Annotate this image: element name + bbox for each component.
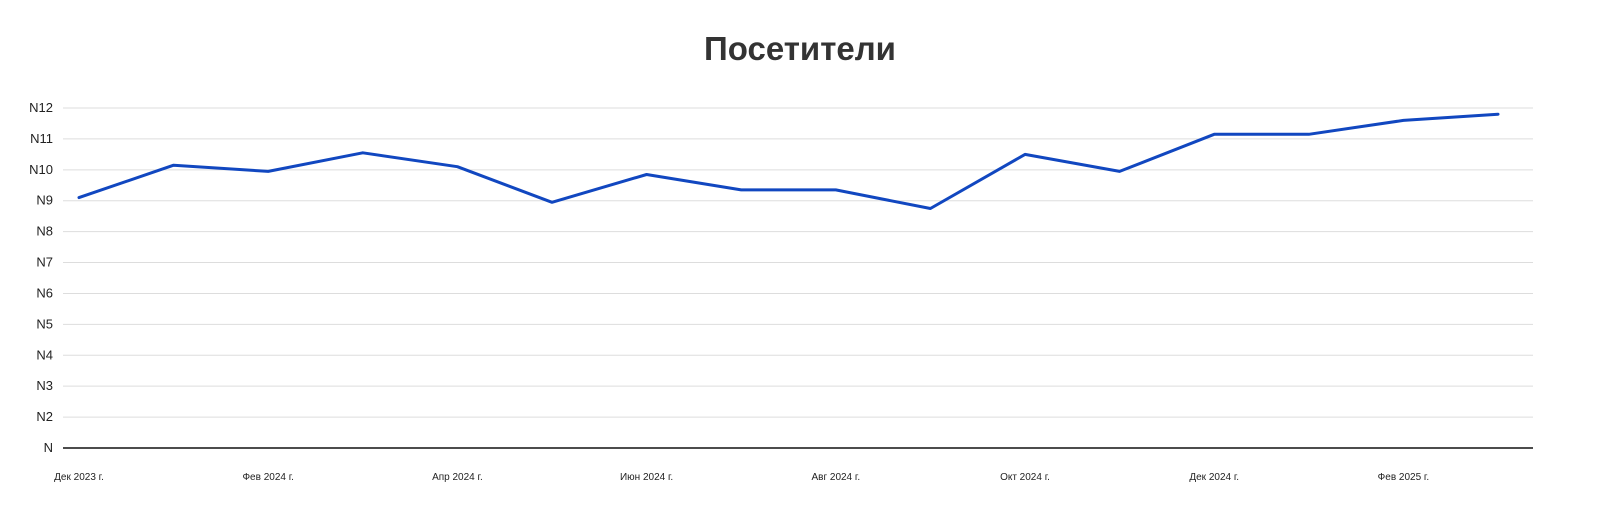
x-tick-label: Окт 2024 г.: [1000, 472, 1050, 483]
series-line: [77, 112, 1500, 210]
chart-title: Посетители: [704, 30, 896, 67]
y-tick-label: N8: [36, 224, 53, 239]
y-tick-label: N: [44, 440, 53, 455]
x-tick-label: Дек 2024 г.: [1189, 472, 1239, 483]
y-tick-label: N12: [29, 100, 53, 115]
x-tick-label: Авг 2024 г.: [811, 472, 860, 483]
y-tick-label: N4: [36, 347, 53, 362]
y-tick-label: N3: [36, 378, 53, 393]
y-tick-label: N5: [36, 316, 53, 331]
x-tick-label: Фев 2024 г.: [242, 472, 293, 483]
y-tick-label: N11: [30, 131, 53, 146]
y-tick-label: N2: [36, 409, 53, 424]
y-tick-label: N6: [36, 285, 53, 300]
x-tick-label: Июн 2024 г.: [620, 472, 673, 483]
y-tick-label: N9: [36, 193, 53, 208]
y-tick-label: N7: [36, 255, 53, 270]
x-tick-label: Фев 2025 г.: [1378, 472, 1429, 483]
x-tick-label: Апр 2024 г.: [432, 472, 483, 483]
y-tick-label: N10: [29, 162, 53, 177]
x-tick-label: Дек 2023 г.: [54, 472, 104, 483]
